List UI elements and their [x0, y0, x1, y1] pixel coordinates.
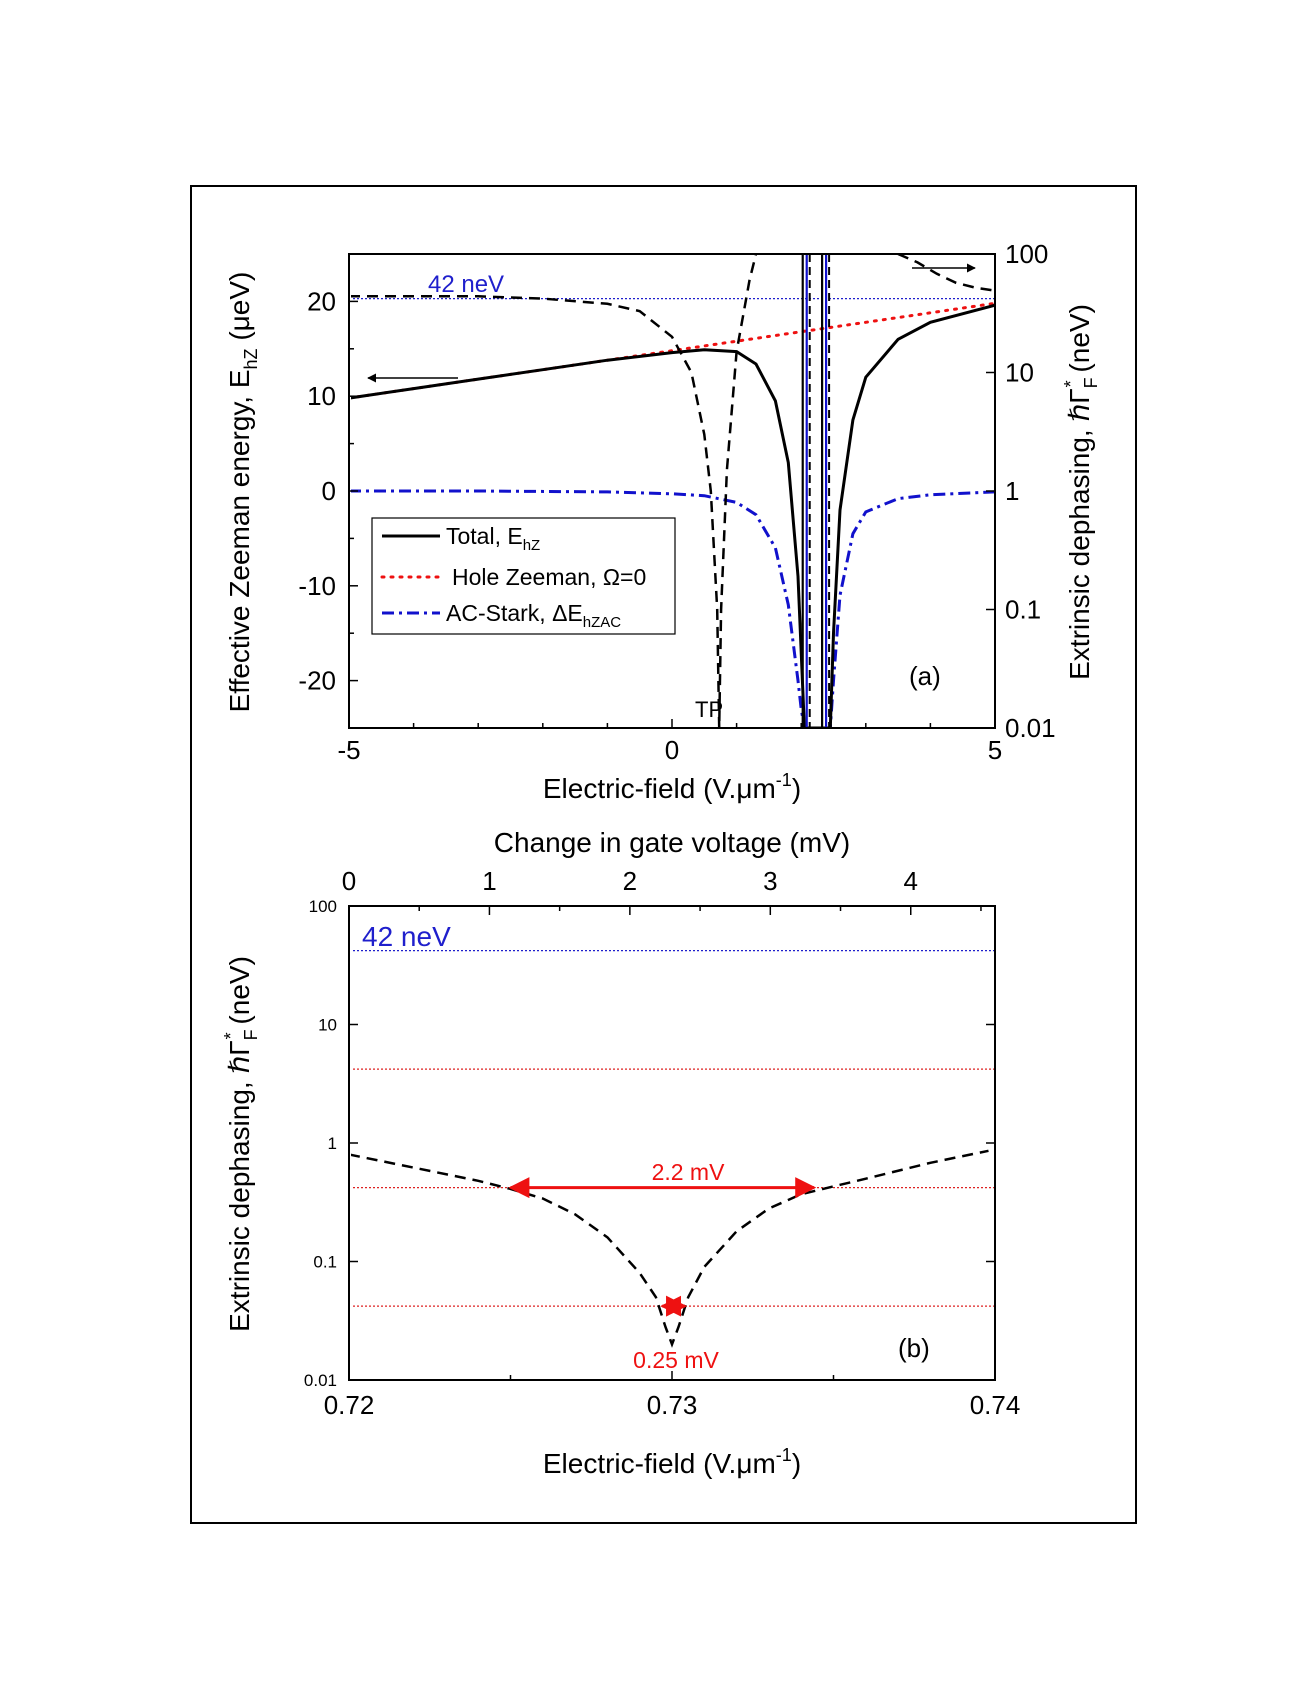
panel-b-axes-frame	[348, 905, 996, 1381]
xtick-top-label: 3	[763, 866, 777, 896]
xtick-top-label: 2	[623, 866, 637, 896]
series-ac-stark	[351, 489, 995, 728]
annotation-tp: TP	[695, 697, 723, 722]
ytick-right-label: 0.1	[1005, 595, 1041, 625]
ytick-left-label: -10	[298, 571, 336, 601]
ytick-label: 0.1	[313, 1253, 337, 1272]
xtick-label: 0	[665, 735, 679, 765]
ytick-left-label: 0	[322, 476, 336, 506]
ytick-label: 0.01	[304, 1371, 337, 1390]
panel-a-axes-frame	[348, 253, 996, 729]
xtick-top-label: 4	[904, 866, 918, 896]
ytick-left-label: -20	[298, 666, 336, 696]
panel-b-ticks: 0.72 0.73 0.74 0 1 2 3 4 100 10 1 0.1 0.01	[304, 866, 1020, 1420]
series-dephasing-a-high	[897, 254, 995, 292]
series-dephasing-a	[351, 254, 758, 728]
xtick-label: 0.72	[324, 1390, 375, 1420]
panel-a-xlabel: Electric-field (V.μm-1)	[543, 770, 801, 804]
legend-label-ac-stark: AC-Stark, ΔEhZAC	[446, 600, 621, 631]
panel-a-plot-area	[351, 254, 995, 728]
ytick-label: 10	[318, 1016, 337, 1035]
panel-b-label: (b)	[898, 1333, 930, 1363]
panel-a-ylabel-left: Effective Zeeman energy, EhZ (μeV)	[224, 272, 261, 713]
ytick-right-label: 0.01	[1005, 713, 1056, 743]
panel-b-xlabel: Electric-field (V.μm-1)	[543, 1445, 801, 1479]
ytick-right-label: 10	[1005, 358, 1034, 388]
legend-label-total: Total, EhZ	[446, 523, 540, 554]
ytick-label: 1	[328, 1134, 337, 1153]
xtick-label: 0.73	[647, 1390, 698, 1420]
xtick-top-label: 0	[342, 866, 356, 896]
series-total	[351, 303, 995, 728]
panel-a-ylabel-right: Extrinsic dephasing, ℏΓF* (neV)	[1061, 304, 1101, 680]
panel-a-legend: Total, EhZ Hole Zeeman, Ω=0 AC-Stark, ΔE…	[371, 517, 676, 635]
xtick-label: 5	[988, 735, 1002, 765]
panel-b-plot-area	[351, 950, 995, 1348]
annotation-0-25mv: 0.25 mV	[633, 1347, 719, 1373]
reference-label-42nev-b: 42 neV	[362, 921, 451, 952]
ytick-left-label: 20	[307, 286, 336, 316]
xtick-top-label: 1	[482, 866, 496, 896]
ytick-right-label: 100	[1005, 239, 1048, 269]
ytick-left-label: 10	[307, 381, 336, 411]
outer-frame	[190, 185, 1137, 1524]
panel-b-ylabel: Extrinsic dephasing, ℏΓF* (neV)	[221, 956, 261, 1332]
xtick-label: -5	[337, 735, 360, 765]
series-dephasing-b	[351, 1149, 989, 1348]
panel-b: 0.72 0.73 0.74 0 1 2 3 4 100 10 1 0.1 0.01 42 neV 2.…	[221, 827, 1020, 1479]
legend-label-hole-zeeman: Hole Zeeman, Ω=0	[452, 564, 646, 590]
annotation-2-2mv: 2.2 mV	[652, 1159, 726, 1185]
reference-label-42nev-a: 42 neV	[428, 271, 504, 298]
xtick-label: 0.74	[970, 1390, 1021, 1420]
ytick-right-label: 1	[1005, 476, 1019, 506]
panel-b-xlabel-top: Change in gate voltage (mV)	[494, 827, 850, 858]
ytick-label: 100	[309, 897, 337, 916]
panel-a-label: (a)	[909, 661, 941, 691]
